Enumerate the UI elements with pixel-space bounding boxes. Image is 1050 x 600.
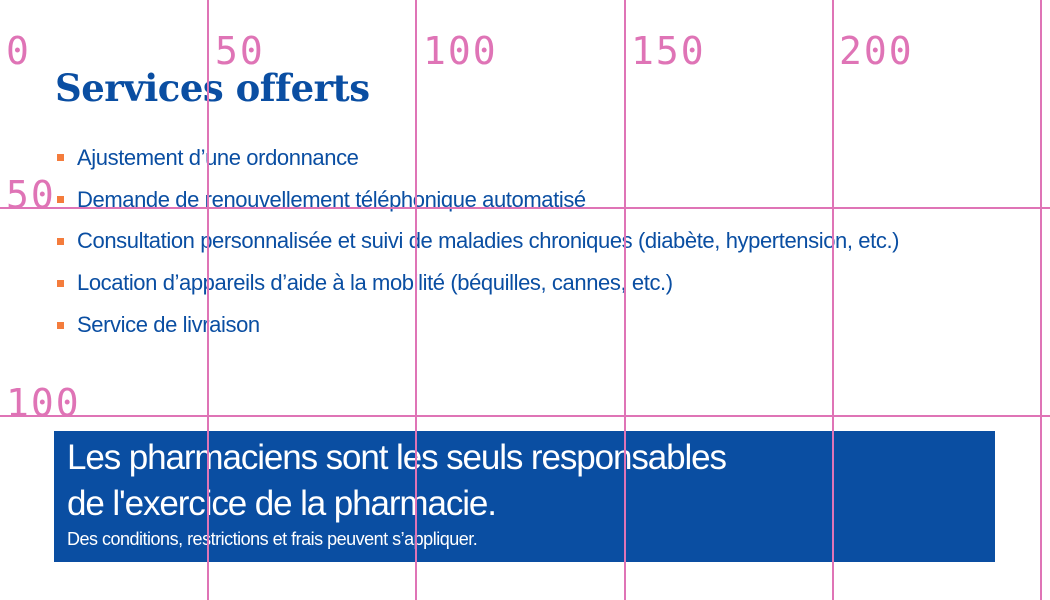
list-item: Demande de renouvellement téléphonique a… (55, 176, 899, 224)
grid-label-x: 50 (215, 29, 265, 73)
list-item-label: Location d’appareils d’aide à la mobilit… (77, 270, 673, 296)
bullet-icon (57, 154, 64, 162)
grid-label-x: 100 (423, 29, 498, 73)
services-list: Ajustement d’une ordonnance Demande de r… (55, 140, 899, 349)
notice-line-2: de l'exercice de la pharmacie. (67, 484, 497, 523)
notice-line-1: Les pharmaciens sont les seuls responsab… (67, 438, 727, 477)
list-item: Service de livraison (55, 301, 899, 349)
list-item-label: Consultation personnalisée et suivi de m… (77, 228, 900, 254)
grid-label-x: 200 (839, 29, 914, 73)
page-title: Services offerts (55, 66, 370, 110)
grid-label-y: 50 (6, 173, 56, 217)
grid-label-y: 100 (6, 381, 81, 425)
list-item: Ajustement d’une ordonnance (55, 134, 899, 182)
bullet-icon (57, 196, 64, 204)
grid-line-horizontal (0, 415, 1050, 417)
list-item-label: Ajustement d’une ordonnance (77, 144, 359, 170)
bullet-icon (57, 321, 64, 329)
pharmacist-notice-banner: Les pharmaciens sont les seuls responsab… (54, 431, 995, 562)
list-item: Location d’appareils d’aide à la mobilit… (55, 259, 899, 307)
notice-disclaimer: Des conditions, restrictions et frais pe… (67, 529, 478, 549)
grid-label-x: 150 (631, 29, 706, 73)
grid-line-vertical (1040, 0, 1042, 600)
list-item-label: Service de livraison (77, 312, 260, 338)
bullet-icon (57, 237, 64, 245)
bullet-icon (57, 279, 64, 287)
list-item-label: Demande de renouvellement téléphonique a… (77, 186, 586, 212)
list-item: Consultation personnalisée et suivi de m… (55, 218, 899, 266)
grid-label-x: 0 (6, 29, 31, 73)
